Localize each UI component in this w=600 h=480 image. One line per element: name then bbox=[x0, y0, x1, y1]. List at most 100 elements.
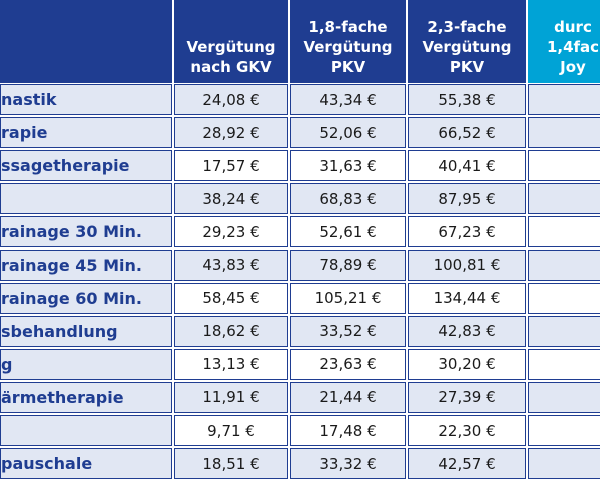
pkv18-cell: 78,89 € bbox=[290, 249, 406, 281]
joy-cell bbox=[528, 150, 600, 182]
pkv23-cell-text: 55,38 € bbox=[438, 90, 496, 109]
gkv-cell: 58,45 € bbox=[174, 282, 288, 314]
pkv23-cell-text: 67,23 € bbox=[438, 222, 496, 241]
pkv23-cell: 22,30 € bbox=[408, 415, 526, 446]
gkv-cell-text: 18,51 € bbox=[202, 454, 260, 473]
joy-cell bbox=[528, 249, 600, 281]
pkv23-cell-text: 66,52 € bbox=[438, 123, 496, 142]
gkv-cell-text: 43,83 € bbox=[202, 256, 260, 274]
pkv18-cell: 21,44 € bbox=[290, 381, 406, 413]
header-joy-line1: durc bbox=[554, 18, 592, 36]
pkv23-cell: 40,41 € bbox=[408, 150, 526, 182]
pkv23-cell-text: 42,83 € bbox=[438, 322, 496, 341]
pkv23-cell: 67,23 € bbox=[408, 216, 526, 248]
pkv18-cell-text: 68,83 € bbox=[319, 189, 377, 208]
treatment-cell-text: rainage 30 Min. bbox=[1, 222, 142, 242]
gkv-cell: 18,62 € bbox=[174, 315, 288, 347]
gkv-cell-text: 29,23 € bbox=[202, 222, 260, 241]
header-joy: durc 1,4fac Joy bbox=[528, 0, 600, 83]
pkv18-cell: 23,63 € bbox=[290, 348, 406, 380]
treatment-cell-text: pauschale bbox=[1, 454, 93, 474]
joy-cell bbox=[528, 117, 600, 149]
treatment-cell: rapie bbox=[0, 117, 172, 149]
pkv23-cell-text: 40,41 € bbox=[438, 156, 496, 175]
gkv-cell-text: 58,45 € bbox=[202, 289, 260, 308]
header-gkv: Vergütung nach GKV bbox=[174, 0, 288, 83]
pkv18-cell: 33,32 € bbox=[290, 448, 406, 480]
joy-cell bbox=[528, 448, 600, 480]
treatment-cell-text: ärmetherapie bbox=[1, 387, 124, 407]
pkv23-cell-text: 22,30 € bbox=[438, 421, 496, 440]
pkv23-cell: 100,81 € bbox=[408, 249, 526, 281]
pkv18-cell: 52,06 € bbox=[290, 117, 406, 149]
joy-cell bbox=[528, 183, 600, 215]
treatment-cell-text: ssagetherapie bbox=[1, 156, 130, 176]
header-pkv18-line3: PKV bbox=[330, 58, 366, 76]
header-gkv-line1: Vergütung bbox=[186, 38, 276, 56]
header-joy-line3: Joy bbox=[560, 58, 586, 76]
pkv18-cell: 33,52 € bbox=[290, 315, 406, 347]
table-row: ssagetherapie 17,57 € 31,63 € 40,41 € bbox=[0, 150, 600, 182]
treatment-cell: rainage 45 Min. bbox=[0, 249, 172, 281]
gkv-cell-text: 9,71 € bbox=[207, 421, 255, 440]
treatment-cell-text: rapie bbox=[1, 123, 48, 143]
gkv-cell: 28,92 € bbox=[174, 117, 288, 149]
header-pkv23-line3: PKV bbox=[449, 58, 485, 76]
gkv-cell-text: 11,91 € bbox=[202, 388, 260, 407]
gkv-cell-text: 38,24 € bbox=[202, 189, 260, 208]
gkv-cell-text: 18,62 € bbox=[202, 322, 260, 341]
table-row: sbehandlung 18,62 € 33,52 € 42,83 € bbox=[0, 315, 600, 347]
treatment-cell: g bbox=[0, 348, 172, 380]
gkv-cell: 29,23 € bbox=[174, 216, 288, 248]
pkv18-cell-text: 17,48 € bbox=[319, 421, 377, 440]
treatment-cell bbox=[0, 183, 172, 215]
gkv-cell-text: 28,92 € bbox=[202, 123, 260, 142]
treatment-cell-text: g bbox=[1, 354, 13, 374]
gkv-cell: 18,51 € bbox=[174, 448, 288, 480]
pkv23-cell-text: 87,95 € bbox=[438, 189, 496, 208]
treatment-cell-text: nastik bbox=[1, 90, 57, 109]
gkv-cell-text: 17,57 € bbox=[202, 156, 260, 175]
pkv18-cell-text: 52,61 € bbox=[319, 222, 377, 241]
treatment-cell-text: rainage 60 Min. bbox=[1, 288, 142, 308]
pkv23-cell: 134,44 € bbox=[408, 282, 526, 314]
table-row: rapie 28,92 € 52,06 € 66,52 € bbox=[0, 117, 600, 149]
header-pkv18-line1: 1,8-fache bbox=[308, 18, 388, 36]
treatment-cell: sbehandlung bbox=[0, 315, 172, 347]
gkv-cell: 9,71 € bbox=[174, 415, 288, 446]
treatment-cell bbox=[0, 415, 172, 446]
gkv-cell: 13,13 € bbox=[174, 348, 288, 380]
pkv18-cell-text: 43,34 € bbox=[319, 90, 377, 109]
pkv18-cell-text: 78,89 € bbox=[319, 256, 377, 274]
pkv18-cell-text: 23,63 € bbox=[319, 355, 377, 374]
joy-cell bbox=[528, 348, 600, 380]
pkv18-cell-text: 105,21 € bbox=[314, 289, 382, 308]
header-pkv23-line1: 2,3-fache bbox=[427, 18, 507, 36]
header-treatment bbox=[0, 0, 172, 83]
pkv23-cell: 66,52 € bbox=[408, 117, 526, 149]
pkv23-cell: 42,57 € bbox=[408, 448, 526, 480]
pkv18-cell-text: 21,44 € bbox=[319, 388, 377, 407]
pkv23-cell-text: 100,81 € bbox=[433, 256, 501, 274]
treatment-cell: ssagetherapie bbox=[0, 150, 172, 182]
treatment-cell: nastik bbox=[0, 84, 172, 115]
table-row: 9,71 € 17,48 € 22,30 € bbox=[0, 415, 600, 446]
pkv18-cell: 68,83 € bbox=[290, 183, 406, 215]
treatment-cell-text: sbehandlung bbox=[1, 321, 118, 341]
treatment-cell: rainage 30 Min. bbox=[0, 216, 172, 248]
header-gkv-line2: nach GKV bbox=[190, 58, 272, 76]
header-pkv18: 1,8-fache Vergütung PKV bbox=[290, 0, 406, 83]
table-row: pauschale 18,51 € 33,32 € 42,57 € bbox=[0, 448, 600, 480]
table-row: rainage 45 Min. 43,83 € 78,89 € 100,81 € bbox=[0, 249, 600, 281]
pkv23-cell-text: 30,20 € bbox=[438, 355, 496, 374]
joy-cell bbox=[528, 381, 600, 413]
pkv23-cell: 55,38 € bbox=[408, 84, 526, 115]
table-row: ärmetherapie 11,91 € 21,44 € 27,39 € bbox=[0, 381, 600, 413]
joy-cell bbox=[528, 84, 600, 115]
joy-cell bbox=[528, 216, 600, 248]
pkv23-cell-text: 134,44 € bbox=[433, 289, 501, 308]
pkv18-cell: 31,63 € bbox=[290, 150, 406, 182]
pkv18-cell: 43,34 € bbox=[290, 84, 406, 115]
pkv18-cell-text: 33,32 € bbox=[319, 454, 377, 473]
